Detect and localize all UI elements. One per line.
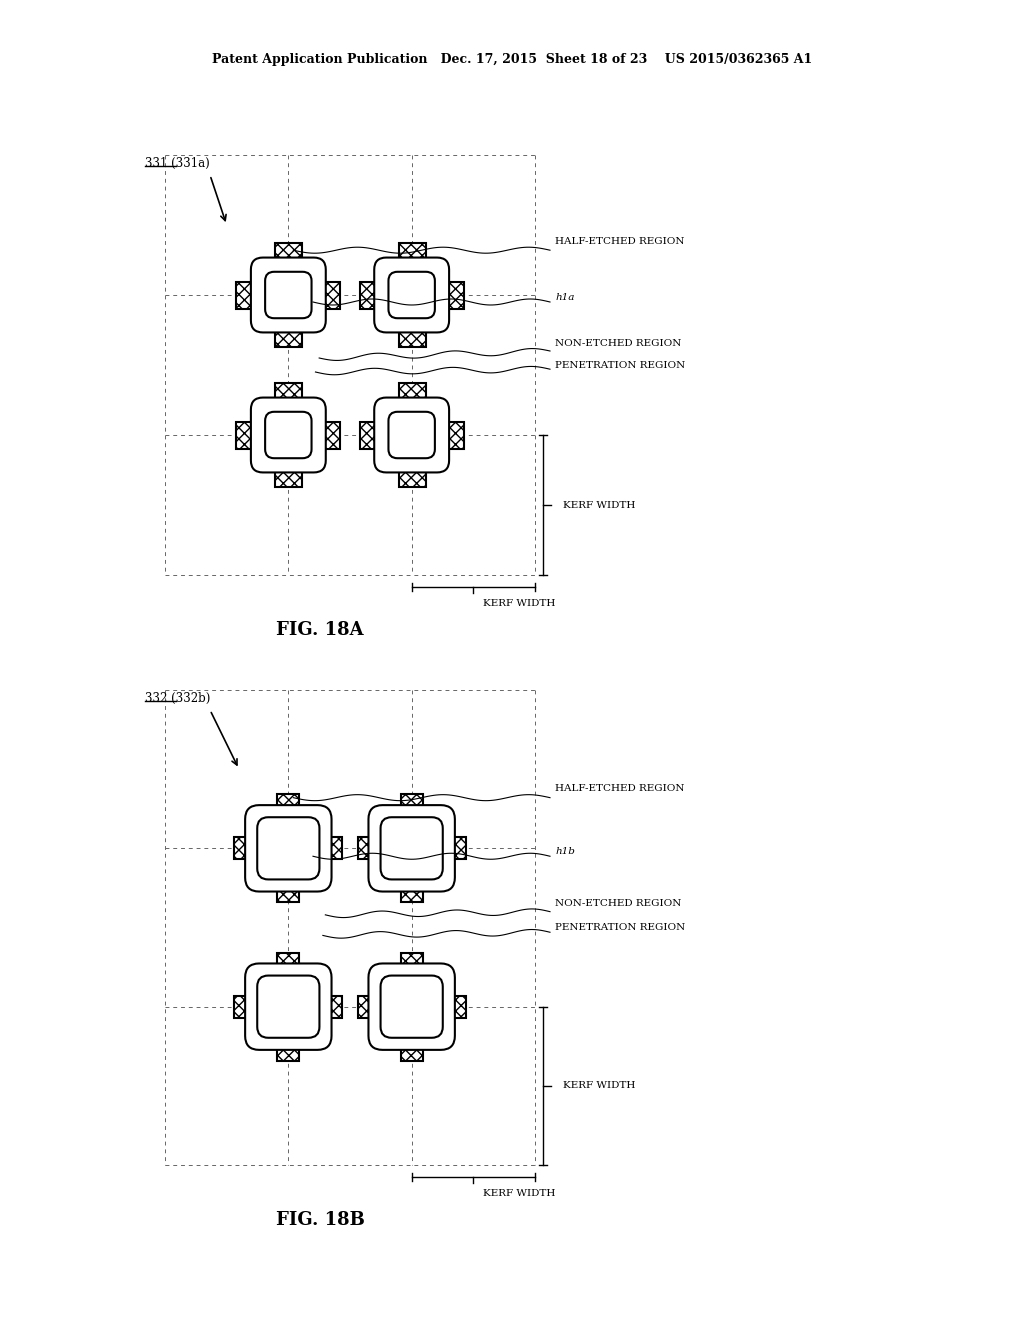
- Text: PENETRATION REGION: PENETRATION REGION: [555, 923, 685, 932]
- Bar: [400, 1012, 423, 1061]
- FancyBboxPatch shape: [257, 975, 319, 1038]
- Bar: [278, 854, 299, 903]
- FancyBboxPatch shape: [381, 975, 442, 1038]
- FancyBboxPatch shape: [381, 817, 442, 879]
- Bar: [400, 854, 423, 903]
- Text: KERF WIDTH: KERF WIDTH: [483, 1188, 556, 1197]
- Bar: [398, 243, 426, 347]
- Bar: [417, 837, 466, 859]
- Bar: [400, 953, 423, 1002]
- Bar: [417, 995, 466, 1018]
- Bar: [398, 383, 426, 487]
- Bar: [359, 422, 464, 449]
- Bar: [400, 1012, 423, 1061]
- Bar: [234, 995, 283, 1018]
- Bar: [359, 282, 464, 309]
- Bar: [359, 282, 464, 309]
- Bar: [275, 383, 302, 487]
- Bar: [275, 383, 302, 487]
- Text: NON-ETCHED REGION: NON-ETCHED REGION: [555, 899, 681, 908]
- FancyBboxPatch shape: [374, 257, 450, 333]
- Bar: [234, 837, 283, 859]
- FancyBboxPatch shape: [245, 805, 332, 891]
- Bar: [278, 953, 299, 1002]
- Bar: [357, 995, 407, 1018]
- Bar: [357, 837, 407, 859]
- FancyBboxPatch shape: [265, 272, 311, 318]
- FancyBboxPatch shape: [245, 964, 332, 1049]
- FancyBboxPatch shape: [369, 964, 455, 1049]
- Bar: [417, 995, 466, 1018]
- Bar: [237, 282, 340, 309]
- Bar: [398, 243, 426, 347]
- Bar: [294, 995, 342, 1018]
- Bar: [234, 995, 283, 1018]
- Bar: [398, 383, 426, 487]
- Bar: [234, 837, 283, 859]
- Bar: [278, 1012, 299, 1061]
- FancyBboxPatch shape: [374, 397, 450, 473]
- Bar: [278, 953, 299, 1002]
- FancyBboxPatch shape: [251, 257, 326, 333]
- FancyBboxPatch shape: [265, 412, 311, 458]
- Bar: [275, 243, 302, 347]
- Text: NON-ETCHED REGION: NON-ETCHED REGION: [555, 339, 681, 348]
- Text: 331 (331a): 331 (331a): [145, 157, 210, 169]
- Bar: [275, 243, 302, 347]
- FancyBboxPatch shape: [251, 397, 326, 473]
- Bar: [294, 995, 342, 1018]
- FancyBboxPatch shape: [388, 272, 435, 318]
- Text: 332 (332b): 332 (332b): [145, 692, 210, 705]
- Text: PENETRATION REGION: PENETRATION REGION: [555, 360, 685, 370]
- Bar: [417, 837, 466, 859]
- FancyBboxPatch shape: [388, 412, 435, 458]
- Bar: [237, 282, 340, 309]
- Bar: [357, 995, 407, 1018]
- Bar: [278, 795, 299, 843]
- Text: HALF-ETCHED REGION: HALF-ETCHED REGION: [555, 784, 684, 793]
- FancyBboxPatch shape: [257, 817, 319, 879]
- Bar: [400, 854, 423, 903]
- Bar: [278, 795, 299, 843]
- Text: h1a: h1a: [555, 293, 574, 302]
- Text: h1b: h1b: [555, 847, 574, 855]
- Text: KERF WIDTH: KERF WIDTH: [563, 500, 635, 510]
- Text: HALF-ETCHED REGION: HALF-ETCHED REGION: [555, 238, 684, 247]
- Bar: [278, 1012, 299, 1061]
- Text: Patent Application Publication   Dec. 17, 2015  Sheet 18 of 23    US 2015/036236: Patent Application Publication Dec. 17, …: [212, 54, 812, 66]
- Bar: [359, 422, 464, 449]
- Text: FIG. 18A: FIG. 18A: [276, 620, 364, 639]
- FancyBboxPatch shape: [369, 805, 455, 891]
- Bar: [400, 795, 423, 843]
- Bar: [294, 837, 342, 859]
- Bar: [237, 422, 340, 449]
- Bar: [357, 837, 407, 859]
- Text: KERF WIDTH: KERF WIDTH: [563, 1081, 635, 1090]
- Bar: [294, 837, 342, 859]
- Text: FIG. 18B: FIG. 18B: [275, 1210, 365, 1229]
- Bar: [400, 795, 423, 843]
- Bar: [237, 422, 340, 449]
- Bar: [278, 854, 299, 903]
- Bar: [400, 953, 423, 1002]
- Text: KERF WIDTH: KERF WIDTH: [483, 598, 556, 607]
